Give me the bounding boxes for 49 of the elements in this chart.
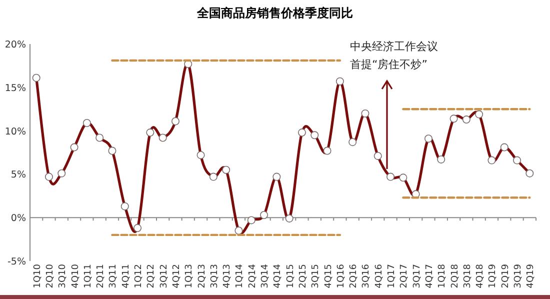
y-tick-label: 15% <box>4 82 26 94</box>
x-tick-label: 3Q14 <box>260 264 271 288</box>
x-tick-label: 4Q13 <box>222 264 233 288</box>
x-tick-label: 2Q16 <box>349 264 360 288</box>
x-tick-label: 2Q11 <box>96 264 106 288</box>
x-tick-label: 3Q12 <box>159 264 170 288</box>
x-tick-label: 3Q15 <box>311 264 322 288</box>
x-tick-label: 1Q18 <box>438 264 448 288</box>
x-tick-label: 3Q13 <box>210 264 220 288</box>
x-tick-label: 4Q12 <box>172 264 182 288</box>
annotation: 首提“房住不炒” <box>350 58 428 71</box>
x-tick-label: 1Q17 <box>387 264 398 288</box>
x-tick-label: 1Q14 <box>235 264 246 288</box>
x-tick-label: 4Q18 <box>476 264 486 288</box>
y-tick-label: 0% <box>10 213 26 224</box>
x-tick-label: 1Q11 <box>83 264 94 288</box>
x-tick-label: 2Q14 <box>248 264 258 288</box>
x-tick-label: 2Q10 <box>45 264 56 288</box>
x-tick-label: 2Q17 <box>400 264 410 288</box>
x-tick-label: 1Q16 <box>336 264 346 288</box>
x-tick-label: 2Q19 <box>500 264 511 288</box>
x-tick-label: 1Q15 <box>286 264 296 288</box>
x-tick-label: 3Q17 <box>412 264 422 288</box>
x-tick-label: 2Q13 <box>197 264 208 288</box>
x-tick-label: 1Q10 <box>32 264 43 288</box>
x-tick-label: 3Q11 <box>108 264 119 288</box>
chart-title: 全国商品房销售价格季度同比 <box>196 6 353 20</box>
x-tick-label: 3Q16 <box>362 264 372 288</box>
x-tick-label: 1Q13 <box>184 264 195 288</box>
y-tick-label: -5% <box>8 256 26 268</box>
y-tick-label: 10% <box>4 126 26 138</box>
x-tick-label: 2Q12 <box>146 264 157 288</box>
x-tick-label: 4Q17 <box>424 264 435 288</box>
x-tick-label: 2Q15 <box>298 264 308 288</box>
annotation: 中央经济工作会议 <box>350 40 438 53</box>
x-tick-label: 4Q15 <box>324 264 334 288</box>
x-tick-label: 4Q14 <box>273 264 284 288</box>
x-tick-label: 1Q12 <box>134 264 144 288</box>
x-tick-label: 3Q18 <box>462 264 473 288</box>
x-tick-label: 3Q10 <box>58 264 68 288</box>
y-tick-label: 5% <box>10 170 26 181</box>
x-tick-label: 3Q19 <box>514 264 524 288</box>
x-tick-label: 1Q19 <box>488 264 498 288</box>
x-tick-label: 4Q19 <box>526 264 536 288</box>
x-tick-label: 4Q16 <box>374 264 384 288</box>
x-tick-label: 4Q10 <box>70 264 81 288</box>
x-tick-label: 4Q11 <box>121 264 132 288</box>
x-tick-label: 2Q18 <box>450 264 460 288</box>
y-tick-label: 20% <box>4 40 26 50</box>
